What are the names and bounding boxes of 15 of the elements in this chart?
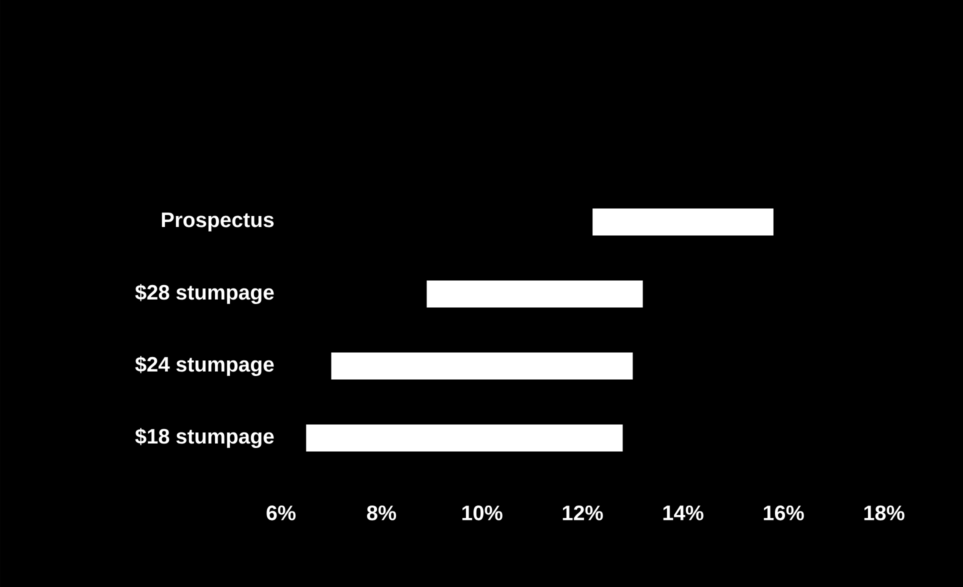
bar <box>306 424 623 452</box>
x-tick-label: 8% <box>367 506 396 520</box>
bar <box>426 280 643 308</box>
x-tick-label: 12% <box>562 506 603 520</box>
x-tick-label: 6% <box>266 506 296 520</box>
y-tick-label: $28 stumpage <box>135 284 274 304</box>
y-tick-label: Prospectus <box>162 212 274 232</box>
x-tick-label: 16% <box>764 506 804 520</box>
y-tick-label: $24 stumpage <box>135 356 274 376</box>
y-tick-label: $18 stumpage <box>135 428 274 448</box>
x-tick-label: 10% <box>462 506 502 520</box>
bar <box>331 352 633 380</box>
x-tick-label: 18% <box>864 506 904 520</box>
bar <box>592 208 774 236</box>
x-tick-label: 14% <box>663 506 704 520</box>
